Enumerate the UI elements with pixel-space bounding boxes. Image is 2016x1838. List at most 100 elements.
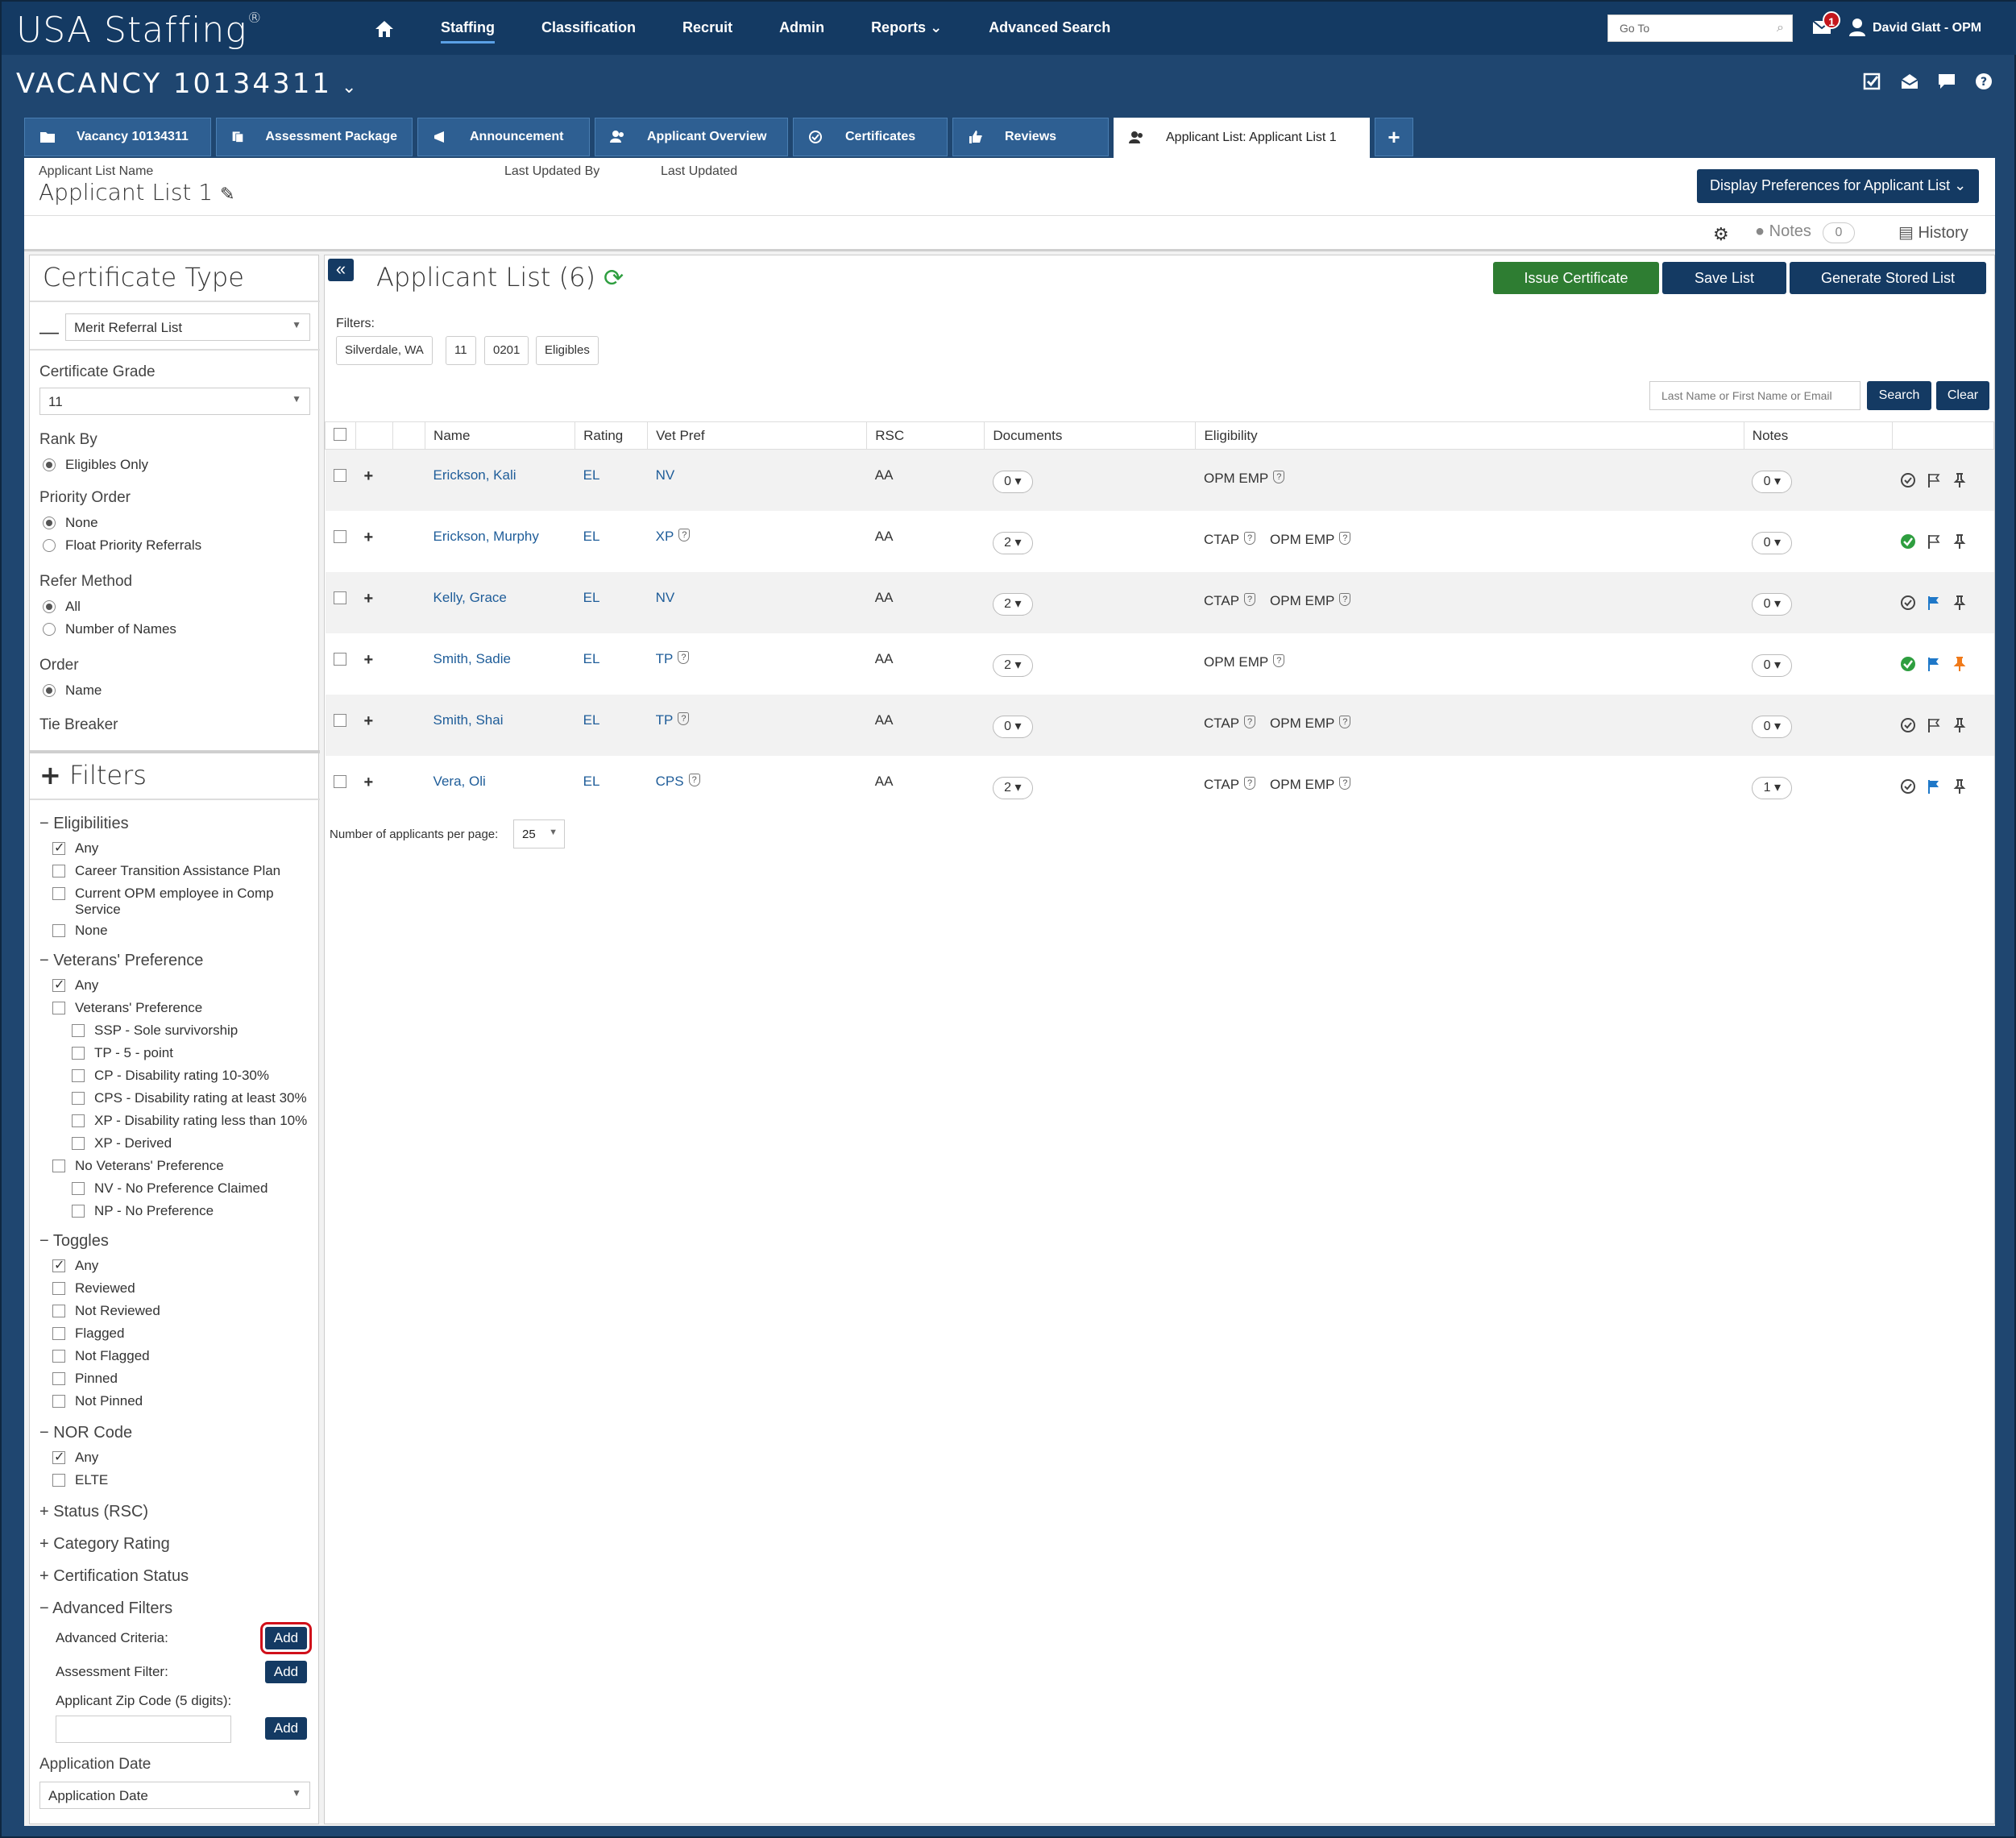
- nav-reports[interactable]: Reports ⌄: [871, 19, 943, 35]
- priority-none-radio[interactable]: None: [43, 515, 98, 531]
- tab-applicant-overview[interactable]: Applicant Overview: [595, 118, 788, 156]
- collapse-sidebar-icon[interactable]: «: [328, 259, 354, 281]
- advanced-filters-group[interactable]: − Advanced Filters: [39, 1599, 173, 1617]
- per-page-select[interactable]: 25 ▼: [513, 819, 565, 848]
- notes-dropdown[interactable]: 1 ▾: [1752, 776, 1793, 799]
- shield-question-icon[interactable]: ?: [1273, 653, 1285, 667]
- flagged-icon[interactable]: [1926, 656, 1942, 672]
- shield-question-icon[interactable]: ?: [688, 773, 700, 786]
- shield-question-icon[interactable]: ?: [1339, 776, 1351, 790]
- history-button[interactable]: ▤ History: [1898, 224, 1968, 242]
- documents-dropdown[interactable]: 2 ▾: [992, 653, 1033, 677]
- rank-eligibles-only-radio[interactable]: Eligibles Only: [43, 457, 148, 473]
- filter-chip[interactable]: 11: [446, 336, 476, 365]
- select-all-checkbox[interactable]: [334, 428, 346, 441]
- row-checkbox[interactable]: [333, 713, 346, 727]
- shield-question-icon[interactable]: ?: [678, 650, 690, 664]
- reviewed-check-icon[interactable]: [1900, 533, 1916, 550]
- category-rating-group[interactable]: + Category Rating: [39, 1535, 170, 1553]
- vet-np-checkbox[interactable]: NP - No Preference: [72, 1203, 214, 1219]
- filters-title[interactable]: + Filters: [39, 760, 147, 790]
- toggle-reviewed-checkbox[interactable]: Reviewed: [52, 1280, 135, 1297]
- vet-xp-derived-checkbox[interactable]: XP - Derived: [72, 1135, 172, 1151]
- home-icon[interactable]: [374, 19, 395, 39]
- applicant-name[interactable]: Erickson, Murphy: [425, 510, 575, 572]
- expand-plus-icon[interactable]: +: [363, 712, 374, 730]
- notes-dropdown[interactable]: 0 ▾: [1752, 592, 1793, 616]
- vet-cps-checkbox[interactable]: CPS - Disability rating at least 30%: [72, 1090, 307, 1106]
- vet-no-vp-checkbox[interactable]: No Veterans' Preference: [52, 1158, 224, 1174]
- row-checkbox[interactable]: [333, 469, 346, 482]
- toggle-not-reviewed-checkbox[interactable]: Not Reviewed: [52, 1303, 160, 1319]
- tab-applicant-list[interactable]: Applicant List: Applicant List 1: [1114, 118, 1370, 158]
- notes-button[interactable]: ● Notes 0: [1755, 222, 1855, 243]
- logo[interactable]: USA Staffing®: [16, 10, 263, 51]
- toggle-any-checkbox[interactable]: Any: [52, 1257, 98, 1274]
- elig-opm-checkbox[interactable]: Current OPM employee in Comp Service: [52, 886, 294, 918]
- nor-elte-checkbox[interactable]: ELTE: [52, 1472, 108, 1488]
- pin-icon[interactable]: [1952, 595, 1968, 611]
- vet-vp-checkbox[interactable]: Veterans' Preference: [52, 1000, 202, 1016]
- applicant-search-input[interactable]: Last Name or First Name or Email: [1649, 381, 1860, 410]
- help-icon[interactable]: ?: [1974, 73, 1993, 90]
- shield-question-icon[interactable]: ?: [1273, 471, 1285, 483]
- tie-breaker-label[interactable]: Tie Breaker: [39, 716, 118, 733]
- documents-dropdown[interactable]: 0 ▾: [992, 715, 1033, 738]
- collapse-icon[interactable]: —: [39, 322, 59, 343]
- add-advanced-criteria-button[interactable]: Add: [260, 1622, 312, 1654]
- documents-dropdown[interactable]: 2 ▾: [992, 592, 1033, 616]
- notes-dropdown[interactable]: 0 ▾: [1752, 653, 1793, 677]
- vet-xp-checkbox[interactable]: XP - Disability rating less than 10%: [72, 1113, 307, 1129]
- shield-question-icon[interactable]: ?: [1244, 776, 1256, 790]
- review-check-icon[interactable]: [1900, 595, 1916, 611]
- elig-ctap-checkbox[interactable]: Career Transition Assistance Plan: [52, 863, 280, 879]
- rating[interactable]: EL: [575, 694, 648, 756]
- row-checkbox[interactable]: [333, 652, 346, 666]
- vet-pref[interactable]: NV: [647, 449, 867, 511]
- vet-cp-checkbox[interactable]: CP - Disability rating 10-30%: [72, 1068, 269, 1084]
- toggle-pinned-checkbox[interactable]: Pinned: [52, 1371, 118, 1387]
- notes-dropdown[interactable]: 0 ▾: [1752, 715, 1793, 738]
- status-rsc-group[interactable]: + Status (RSC): [39, 1503, 149, 1521]
- gear-icon[interactable]: ⚙: [1713, 224, 1729, 244]
- search-button[interactable]: Search: [1867, 381, 1931, 410]
- vet-tp-checkbox[interactable]: TP - 5 - point: [72, 1045, 173, 1061]
- order-name-radio[interactable]: Name: [43, 683, 102, 699]
- shield-question-icon[interactable]: ?: [1244, 531, 1256, 545]
- nav-recruit[interactable]: Recruit: [682, 19, 733, 35]
- filter-chip[interactable]: Silverdale, WA: [336, 336, 433, 365]
- user-menu[interactable]: David Glatt - OPM: [1873, 21, 1982, 35]
- col-vet-pref[interactable]: Vet Pref: [647, 421, 868, 450]
- shield-question-icon[interactable]: ?: [1244, 592, 1256, 606]
- add-tab-button[interactable]: +: [1375, 118, 1413, 156]
- col-documents[interactable]: Documents: [984, 421, 1197, 450]
- rating[interactable]: EL: [575, 449, 648, 511]
- flag-icon[interactable]: [1926, 472, 1942, 488]
- filter-chip[interactable]: 0201: [484, 336, 529, 365]
- documents-dropdown[interactable]: 0 ▾: [992, 471, 1033, 493]
- refer-all-radio[interactable]: All: [43, 599, 81, 615]
- tab-reviews[interactable]: Reviews: [952, 118, 1109, 156]
- toggles-group[interactable]: − Toggles: [39, 1232, 109, 1250]
- envelope-open-icon[interactable]: [1900, 73, 1919, 90]
- tab-vacancy[interactable]: Vacancy 10134311: [24, 118, 211, 156]
- col-rating[interactable]: Rating: [575, 421, 649, 450]
- vet-pref[interactable]: CPS?: [647, 755, 867, 817]
- notes-dropdown[interactable]: 0 ▾: [1752, 471, 1793, 493]
- priority-float-radio[interactable]: Float Priority Referrals: [43, 537, 201, 554]
- vet-pref[interactable]: XP?: [647, 510, 867, 572]
- nav-staffing[interactable]: Staffing: [441, 19, 495, 44]
- vet-pref[interactable]: TP?: [647, 633, 867, 695]
- flagged-icon[interactable]: [1926, 778, 1942, 795]
- pin-icon[interactable]: [1952, 717, 1968, 733]
- display-preferences-button[interactable]: Display Preferences for Applicant List ⌄: [1697, 169, 1979, 203]
- rating[interactable]: EL: [575, 571, 648, 633]
- flag-icon[interactable]: [1926, 533, 1942, 550]
- add-zip-code-button[interactable]: Add: [265, 1717, 307, 1740]
- veterans-preference-group[interactable]: − Veterans' Preference: [39, 952, 204, 969]
- chevron-down-icon[interactable]: ⌄: [341, 77, 359, 98]
- shield-question-icon[interactable]: ?: [1244, 715, 1256, 728]
- col-eligibility[interactable]: Eligibility: [1195, 421, 1744, 450]
- refresh-icon[interactable]: ⟳: [603, 264, 624, 293]
- tab-assessment-package[interactable]: Assessment Package: [216, 118, 413, 156]
